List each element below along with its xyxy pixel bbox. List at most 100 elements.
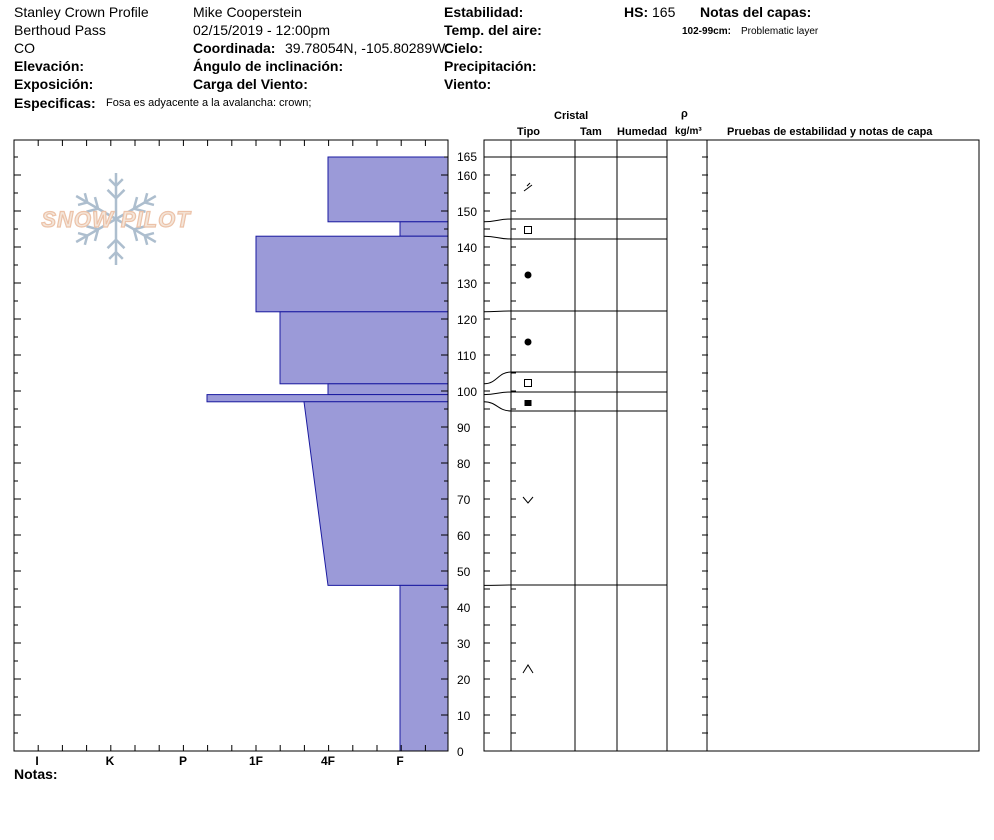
snowflake-arm bbox=[75, 217, 117, 244]
crystal-header: Cristal bbox=[554, 110, 589, 122]
snowflake-branch bbox=[77, 231, 88, 237]
height-label: 20 bbox=[457, 673, 471, 687]
snowflake-branch bbox=[144, 231, 155, 237]
sky-label: Cielo: bbox=[444, 40, 483, 56]
hardness-axis: I K P 1F 4F F bbox=[13, 140, 426, 768]
precip-label: Precipitación: bbox=[444, 58, 537, 74]
height-axis: 0 10 20 30 40 50 60 70 80 90 100 110 120 130 140 150 160… bbox=[14, 150, 708, 759]
surface-hoar-icon bbox=[522, 496, 534, 504]
height-label: 60 bbox=[457, 529, 471, 543]
faceted-rounded-icon bbox=[524, 400, 532, 406]
slope-label: Ángulo de inclinación: bbox=[193, 58, 344, 74]
table-frame bbox=[483, 139, 980, 752]
snowflake-branch bbox=[108, 178, 117, 187]
grain-symbols bbox=[522, 182, 534, 674]
datetime: 02/15/2019 - 12:00pm bbox=[193, 22, 330, 38]
height-label: 50 bbox=[457, 565, 471, 579]
hs-value: 165 bbox=[652, 4, 676, 20]
height-label: 80 bbox=[457, 457, 471, 471]
elevation-label: Elevación: bbox=[14, 58, 85, 74]
layer-note-text: Problematic layer bbox=[741, 26, 819, 37]
snowflake-branch bbox=[77, 201, 88, 207]
hardness-label: 4F bbox=[321, 754, 335, 768]
snowflake-branch bbox=[133, 225, 146, 231]
hs-label: HS: bbox=[624, 4, 649, 20]
location: Berthoud Pass bbox=[14, 22, 106, 38]
hardness-layer bbox=[279, 311, 449, 385]
faceted-icon bbox=[524, 379, 532, 387]
hardness-layer bbox=[303, 401, 449, 586]
layer-note-range: 102-99cm: bbox=[682, 26, 731, 37]
height-label: 160 bbox=[457, 169, 477, 183]
depth-hoar-icon bbox=[522, 664, 534, 674]
type-header: Tipo bbox=[517, 126, 541, 138]
height-label: 40 bbox=[457, 601, 471, 615]
coord-label: Coordinada: bbox=[193, 40, 276, 56]
profile-name: Stanley Crown Profile bbox=[14, 4, 149, 20]
layer-boundary bbox=[483, 401, 667, 412]
rounded-icon bbox=[524, 338, 532, 346]
height-label: 110 bbox=[457, 349, 476, 363]
height-label: 130 bbox=[457, 277, 477, 291]
hardness-label: F bbox=[396, 754, 403, 768]
exposure-label: Exposición: bbox=[14, 76, 94, 92]
height-label: 90 bbox=[457, 421, 471, 435]
snowflake-branch bbox=[106, 188, 117, 200]
wind-load-label: Carga del Viento: bbox=[193, 76, 308, 92]
snowflake-branch bbox=[144, 201, 155, 207]
height-label: 140 bbox=[457, 241, 477, 255]
decomposing-icon bbox=[523, 182, 533, 192]
snowpilot-logo: SNOW PILOT bbox=[41, 173, 191, 265]
snowflake-arm bbox=[115, 194, 157, 221]
hardness-layer bbox=[255, 235, 449, 313]
snowflake-branch bbox=[132, 196, 139, 209]
moisture-header: Humedad bbox=[617, 126, 668, 138]
layer-boundary bbox=[483, 371, 667, 385]
height-label: 70 bbox=[457, 493, 471, 507]
height-label: 165 bbox=[457, 150, 477, 164]
snowflake-branch bbox=[115, 251, 124, 260]
layer-notes-label: Notas del capas: bbox=[700, 4, 812, 20]
snowflake-branch bbox=[115, 178, 124, 187]
specifics-text: Fosa es adyacente a la avalancha: crown; bbox=[106, 97, 312, 109]
snowflake-branch bbox=[115, 188, 126, 200]
notes-label: Notas: bbox=[14, 766, 58, 782]
snowflake-arm bbox=[115, 217, 157, 244]
snowflake-branch bbox=[86, 225, 99, 231]
hardness-label: P bbox=[179, 754, 187, 768]
air-temp-label: Temp. del aire: bbox=[444, 22, 542, 38]
snowflake-branch bbox=[93, 196, 100, 209]
coord-value: 39.78054N, -105.80289W bbox=[285, 40, 446, 56]
hardness-label: K bbox=[106, 754, 115, 768]
height-label: 100 bbox=[457, 385, 477, 399]
hardness-label: 1F bbox=[249, 754, 263, 768]
layer-boundary bbox=[483, 218, 667, 223]
height-label: 10 bbox=[457, 709, 471, 723]
snowflake-arm bbox=[75, 194, 117, 221]
hardness-layer bbox=[399, 221, 449, 237]
snowflake-branch bbox=[83, 192, 89, 203]
logo-text: SNOW PILOT bbox=[41, 207, 191, 232]
height-label: 120 bbox=[457, 313, 477, 327]
snowflake-branch bbox=[133, 207, 146, 213]
hardness-layer bbox=[399, 584, 449, 752]
stability-label: Estabilidad: bbox=[444, 4, 524, 20]
tests-header: Pruebas de estabilidad y notas de capa bbox=[727, 126, 933, 138]
hardness-label: I bbox=[35, 754, 38, 768]
snowflake-branch bbox=[143, 192, 149, 203]
observer: Mike Cooperstein bbox=[193, 4, 302, 20]
height-label: 0 bbox=[457, 745, 464, 759]
snowflake-branch bbox=[93, 229, 100, 242]
rounded-icon bbox=[524, 271, 532, 279]
hardness-layer bbox=[327, 383, 449, 396]
snowflake-branch bbox=[106, 238, 117, 250]
faceted-icon bbox=[524, 226, 532, 234]
snowflake-branch bbox=[108, 251, 117, 260]
height-label: 30 bbox=[457, 637, 471, 651]
snowflake-icon bbox=[75, 173, 157, 265]
specifics-label: Especificas: bbox=[14, 95, 96, 111]
layer-boundary bbox=[483, 235, 667, 240]
size-header: Tam bbox=[580, 126, 602, 138]
hardness-layer bbox=[206, 394, 449, 403]
